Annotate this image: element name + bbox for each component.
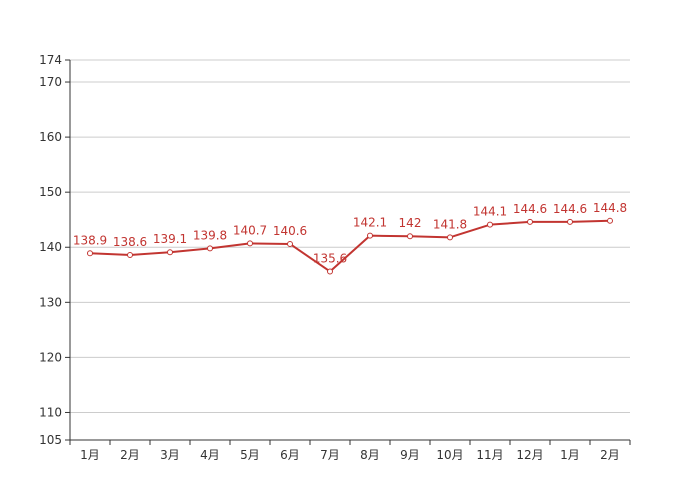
y-tick-label: 150 — [39, 185, 62, 199]
data-point — [207, 245, 213, 252]
x-tick-label: 4月 — [200, 448, 220, 462]
x-tick-label: 7月 — [320, 448, 340, 462]
x-tick-label: 5月 — [240, 448, 260, 462]
data-label: 144.8 — [593, 201, 627, 215]
x-tick-label: 2月 — [120, 448, 140, 462]
y-tick-label: 170 — [39, 75, 62, 89]
x-tick-label: 11月 — [476, 448, 503, 462]
label-layer: 138.9 138.6 139.1 139.8 140.7 140.6 135.6 142.1… — [73, 201, 627, 266]
x-tick-label: 10月 — [436, 448, 463, 462]
data-point — [367, 232, 373, 239]
data-label: 140.7 — [233, 223, 267, 237]
y-tick-label: 120 — [39, 350, 62, 364]
data-label: 135.6 — [313, 251, 347, 265]
data-label: 144.6 — [553, 202, 587, 216]
data-point — [407, 233, 413, 240]
x-tick-label: 2月 — [600, 448, 620, 462]
data-point — [527, 218, 533, 225]
data-point — [127, 251, 133, 258]
x-tick-label: 8月 — [360, 448, 380, 462]
y-tick-label: 105 — [39, 433, 62, 447]
y-tick-label: 110 — [39, 405, 62, 419]
grid-layer — [70, 59, 630, 413]
data-label: 144.6 — [513, 202, 547, 216]
data-label: 139.1 — [153, 232, 187, 246]
data-label: 138.6 — [113, 235, 147, 249]
data-label: 140.6 — [273, 224, 307, 238]
x-tick-label: 1月 — [560, 448, 580, 462]
data-point — [247, 240, 253, 247]
data-label: 141.8 — [433, 217, 467, 231]
series-line — [89, 219, 611, 273]
data-point — [87, 250, 93, 257]
data-point — [287, 240, 293, 247]
data-label: 138.9 — [73, 233, 107, 247]
x-tick-label: 1月 — [80, 448, 100, 462]
data-point — [567, 218, 573, 225]
x-tick-label: 3月 — [160, 448, 180, 462]
y-tick-label: 140 — [39, 240, 62, 254]
data-label: 144.1 — [473, 205, 507, 219]
y-tick-label: 130 — [39, 295, 62, 309]
y-tick-label: 174 — [39, 53, 62, 67]
data-label: 142 — [399, 216, 422, 230]
x-tick-label: 6月 — [280, 448, 300, 462]
y-tick-label: 160 — [39, 130, 62, 144]
series-layer — [87, 217, 613, 275]
x-tick-label: 12月 — [516, 448, 543, 462]
data-point — [607, 217, 613, 224]
data-point — [167, 249, 173, 256]
data-label: 139.8 — [193, 228, 227, 242]
axis-layer: 105 110 120 130 140 150 160 170 174 1月 2月 3月 4月 5月 6月 7… — [39, 53, 631, 462]
data-point — [447, 234, 453, 241]
data-point — [327, 268, 333, 275]
data-label: 142.1 — [353, 216, 387, 230]
data-point — [487, 221, 493, 228]
x-tick-label: 9月 — [400, 448, 420, 462]
